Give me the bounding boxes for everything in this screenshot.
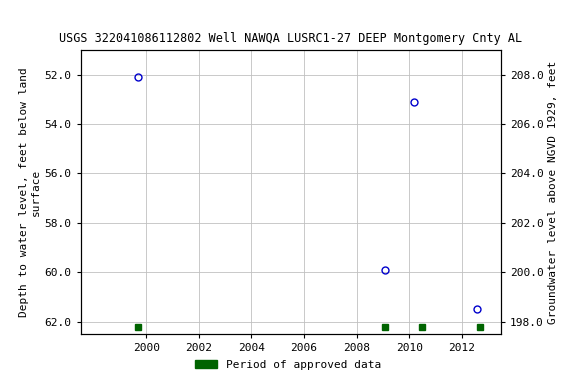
Y-axis label: Groundwater level above NGVD 1929, feet: Groundwater level above NGVD 1929, feet <box>548 60 558 324</box>
Title: USGS 322041086112802 Well NAWQA LUSRC1-27 DEEP Montgomery Cnty AL: USGS 322041086112802 Well NAWQA LUSRC1-2… <box>59 31 522 45</box>
Y-axis label: Depth to water level, feet below land
surface: Depth to water level, feet below land su… <box>19 67 40 317</box>
Legend: Period of approved data: Period of approved data <box>191 356 385 375</box>
